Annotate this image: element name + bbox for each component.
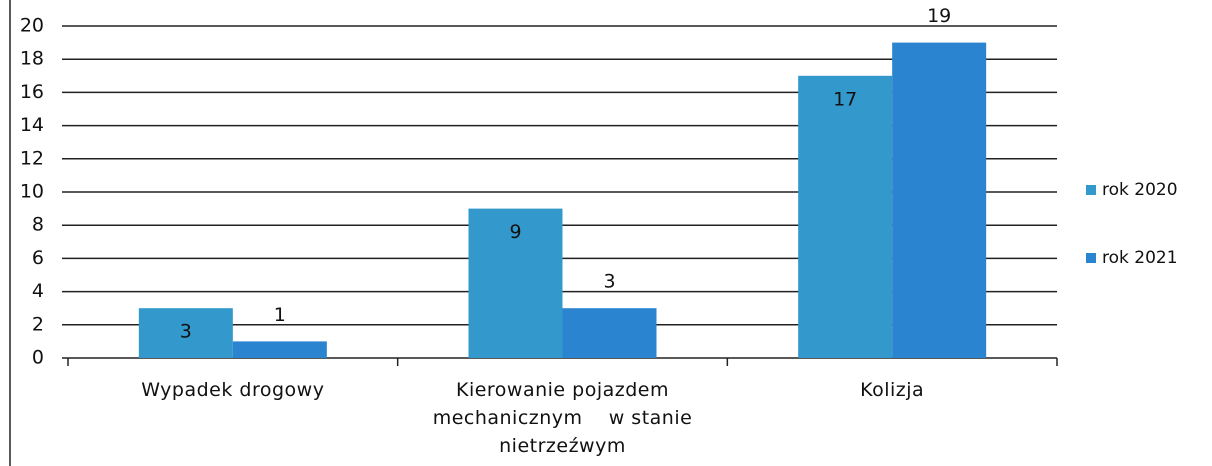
bar xyxy=(468,208,563,358)
data-label: 19 xyxy=(927,5,951,27)
bar xyxy=(892,42,987,358)
y-tick-label: 0 xyxy=(32,347,44,369)
legend-label: rok 2021 xyxy=(1102,248,1178,268)
y-tick-label: 2 xyxy=(32,313,44,335)
y-tick-label: 20 xyxy=(20,15,44,37)
data-label: 3 xyxy=(603,271,615,293)
y-tick-label: 8 xyxy=(32,214,44,236)
legend-swatch xyxy=(1086,253,1096,263)
x-tick-label: Kierowanie pojazdem mechanicznym w stani… xyxy=(432,379,699,457)
bar xyxy=(232,341,327,358)
data-label: 9 xyxy=(509,221,521,243)
data-label: 1 xyxy=(274,304,286,326)
y-tick-label: 12 xyxy=(20,147,44,169)
y-tick-label: 16 xyxy=(20,81,44,103)
y-tick-label: 18 xyxy=(20,48,44,70)
bar xyxy=(798,75,893,359)
y-tick-label: 6 xyxy=(32,247,44,269)
y-tick-label: 10 xyxy=(20,181,44,203)
x-tick-label: Kolizja xyxy=(860,379,925,401)
data-label: 17 xyxy=(833,88,857,110)
legend-swatch xyxy=(1086,185,1096,195)
data-label: 3 xyxy=(180,321,192,343)
bar xyxy=(138,308,233,358)
bar xyxy=(562,308,657,358)
y-tick-label: 14 xyxy=(20,114,44,136)
y-tick-label: 4 xyxy=(32,280,44,302)
x-tick-label: Wypadek drogowy xyxy=(141,379,325,401)
legend-label: rok 2020 xyxy=(1102,180,1178,200)
